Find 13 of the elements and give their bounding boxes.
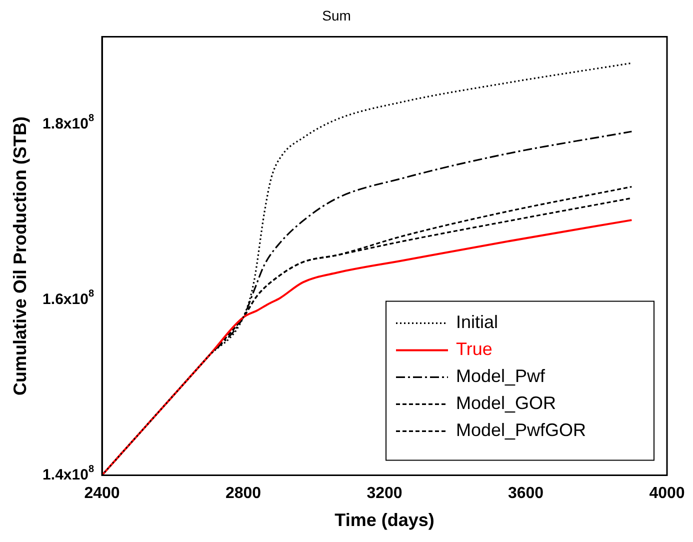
x-tick-label: 3200: [366, 485, 402, 502]
x-tick-label: 2400: [84, 485, 120, 502]
x-tick-label: 3600: [508, 485, 544, 502]
legend-label: Model_Pwf: [456, 366, 546, 386]
x-tick-label: 4000: [649, 485, 685, 502]
legend-label: Model_GOR: [456, 393, 556, 414]
legend-label: True: [456, 339, 492, 360]
x-axis-title: Time (days): [334, 510, 434, 530]
x-tick-label: 2800: [225, 485, 262, 502]
legend-label: Initial: [456, 312, 498, 332]
chart-title: Sum: [322, 7, 351, 24]
legend-label: Model_PwfGOR: [456, 420, 586, 440]
y-axis-title: Cumulative Oil Production (STB): [10, 116, 30, 396]
